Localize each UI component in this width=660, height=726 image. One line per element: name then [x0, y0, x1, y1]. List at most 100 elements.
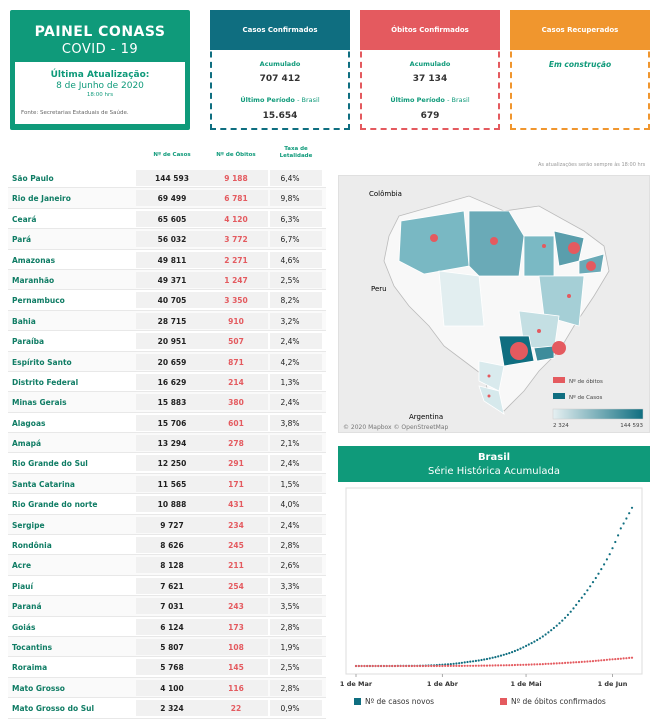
series-point [594, 576, 597, 580]
state-deaths: 245 [228, 541, 244, 551]
table-row[interactable]: Mato Grosso 4 100 116 2,8% [8, 677, 326, 699]
table-row[interactable]: Paraíba 20 951 507 2,4% [8, 331, 326, 352]
series-point [522, 663, 525, 666]
table-row[interactable]: Tocantins 5 807 108 1,9% [8, 636, 326, 658]
table-row[interactable]: Rio de Janeiro 69 499 6 781 9,8% [8, 188, 326, 209]
state-maranhao[interactable] [523, 235, 555, 277]
state-deaths: 291 [228, 459, 244, 469]
state-name: Sergipe [12, 520, 45, 530]
table-row[interactable]: Espírito Santo 20 659 871 4,2% [8, 351, 326, 372]
marker-ceara[interactable] [568, 242, 580, 254]
state-name: Alagoas [12, 418, 46, 428]
table-row[interactable]: Distrito Federal 16 629 214 1,3% [8, 372, 326, 393]
state-rate: 2,8% [280, 683, 300, 693]
marker-para[interactable] [490, 237, 498, 245]
table-row[interactable]: Piauí 7 621 254 3,3% [8, 576, 326, 597]
state-cases: 56 032 [157, 235, 187, 245]
state-rate: 2,1% [280, 439, 300, 449]
series-point [388, 664, 391, 668]
cases-cell-bg [136, 598, 208, 615]
marker-sao-paulo[interactable] [510, 342, 528, 360]
series-point [385, 664, 388, 668]
table-row[interactable]: Rio Grande do Sul 12 250 291 2,4% [8, 453, 326, 474]
series-point [608, 658, 611, 661]
rate-cell-bg [270, 292, 322, 309]
cases-cell-bg [136, 190, 208, 207]
cases-cell-bg [136, 210, 208, 227]
state-rate: 6,7% [280, 235, 300, 245]
cases-cell-bg [136, 455, 208, 472]
table-row[interactable]: Santa Catarina 11 565 171 1,5% [8, 473, 326, 495]
table-row[interactable]: Amapá 13 294 278 2,1% [8, 433, 326, 454]
series-point [558, 662, 561, 665]
state-name: Mato Grosso do Sul [12, 704, 95, 714]
death-markers [430, 234, 596, 398]
series-point [538, 663, 542, 666]
marker-amazonas[interactable] [430, 234, 438, 242]
state-rio-grande-do-sul[interactable] [478, 385, 505, 415]
table-row[interactable]: Paraná 7 031 243 3,5% [8, 596, 326, 617]
deaths-cell-bg [204, 210, 268, 227]
table-row[interactable]: Alagoas 15 706 601 3,8% [8, 413, 326, 434]
series-point [533, 640, 536, 643]
cases-cell-bg [136, 679, 208, 696]
color-scale [552, 408, 644, 420]
series-point [611, 658, 614, 661]
series-point [603, 659, 606, 662]
table-row[interactable]: Roraima 5 768 145 2,5% [8, 657, 326, 678]
state-deaths: 234 [228, 520, 244, 530]
legend-cases-label: Nº de Casos [569, 394, 603, 401]
marker-maranhao[interactable] [542, 244, 546, 248]
table-row[interactable]: Sergipe 9 727 234 2,4% [8, 514, 326, 536]
state-cases: 40 705 [157, 296, 187, 306]
series-chart[interactable]: 1 de Mar 1 de Abr 1 de Mai 1 de Jun Nº de ca… [338, 484, 650, 720]
table-row[interactable]: Acre 8 128 211 2,6% [8, 555, 326, 576]
state-name: Tocantins [12, 642, 53, 652]
state-mato-grosso[interactable] [438, 270, 485, 327]
state-bahia[interactable] [538, 275, 585, 327]
table-row[interactable]: Rio Grande do norte 10 888 431 4,0% [8, 494, 326, 515]
series-point [589, 660, 592, 663]
marker-parana[interactable] [487, 374, 491, 378]
card-deaths-acc-value: 37 134 [412, 74, 448, 84]
table-row[interactable]: Bahia 28 715 910 3,2% [8, 310, 326, 332]
brazil-map[interactable]: Colômbia Peru Argentina Nº de óbitos Nº … [338, 175, 650, 433]
table-row[interactable]: Pará 56 032 3 772 6,7% [8, 229, 326, 250]
table-row[interactable]: Minas Gerais 15 883 380 2,4% [8, 392, 326, 413]
table-row[interactable]: Maranhão 49 371 1 247 2,5% [8, 269, 326, 291]
header-deaths: Nº de Óbitos [216, 152, 256, 158]
state-cases: 69 499 [157, 194, 187, 204]
marker-rio-grande-do-sul[interactable] [487, 394, 491, 398]
map-copyright[interactable]: © 2020 Mapbox © OpenStreetMap [343, 424, 449, 431]
table-row[interactable]: Ceará 65 605 4 120 6,3% [8, 209, 326, 230]
marker-pernambuco[interactable] [586, 261, 596, 271]
table-row[interactable]: Rondônia 8 626 245 2,8% [8, 535, 326, 556]
deaths-cell-bg [204, 537, 268, 554]
series-point [583, 593, 586, 596]
rate-cell-bg [270, 170, 322, 186]
state-rio-de-janeiro[interactable] [533, 345, 555, 362]
table-row[interactable]: Mato Grosso do Sul 2 324 22 0,9% [8, 698, 326, 719]
state-name: Rio Grande do norte [12, 500, 98, 510]
series-point [505, 652, 508, 656]
state-name: Minas Gerais [12, 398, 67, 408]
marker-rio-de-janeiro[interactable] [552, 341, 566, 355]
cases-cell-bg [136, 537, 208, 554]
deaths-cell-bg [204, 455, 268, 472]
table-row[interactable]: Pernambuco 40 705 3 350 8,2% [8, 290, 326, 311]
cases-cell-bg [136, 435, 208, 452]
marker-minas-gerais[interactable] [537, 329, 541, 333]
marker-bahia[interactable] [567, 294, 571, 298]
state-rate: 2,6% [280, 561, 300, 571]
legend-cases-swatch [553, 393, 565, 399]
state-deaths: 431 [228, 500, 244, 510]
table-row[interactable]: São Paulo 144 593 9 188 6,4% [8, 168, 326, 189]
rate-cell-bg [270, 679, 322, 696]
state-name: Maranhão [12, 275, 55, 285]
state-amazonas[interactable] [398, 210, 470, 275]
table-row[interactable]: Goiás 6 124 173 2,8% [8, 617, 326, 637]
table-row[interactable]: Amazonas 49 811 2 271 4,6% [8, 250, 326, 270]
series-point [591, 581, 595, 584]
state-rate: 1,5% [280, 479, 300, 489]
card-confirmed-last-suffix: - Brasil [297, 96, 320, 104]
